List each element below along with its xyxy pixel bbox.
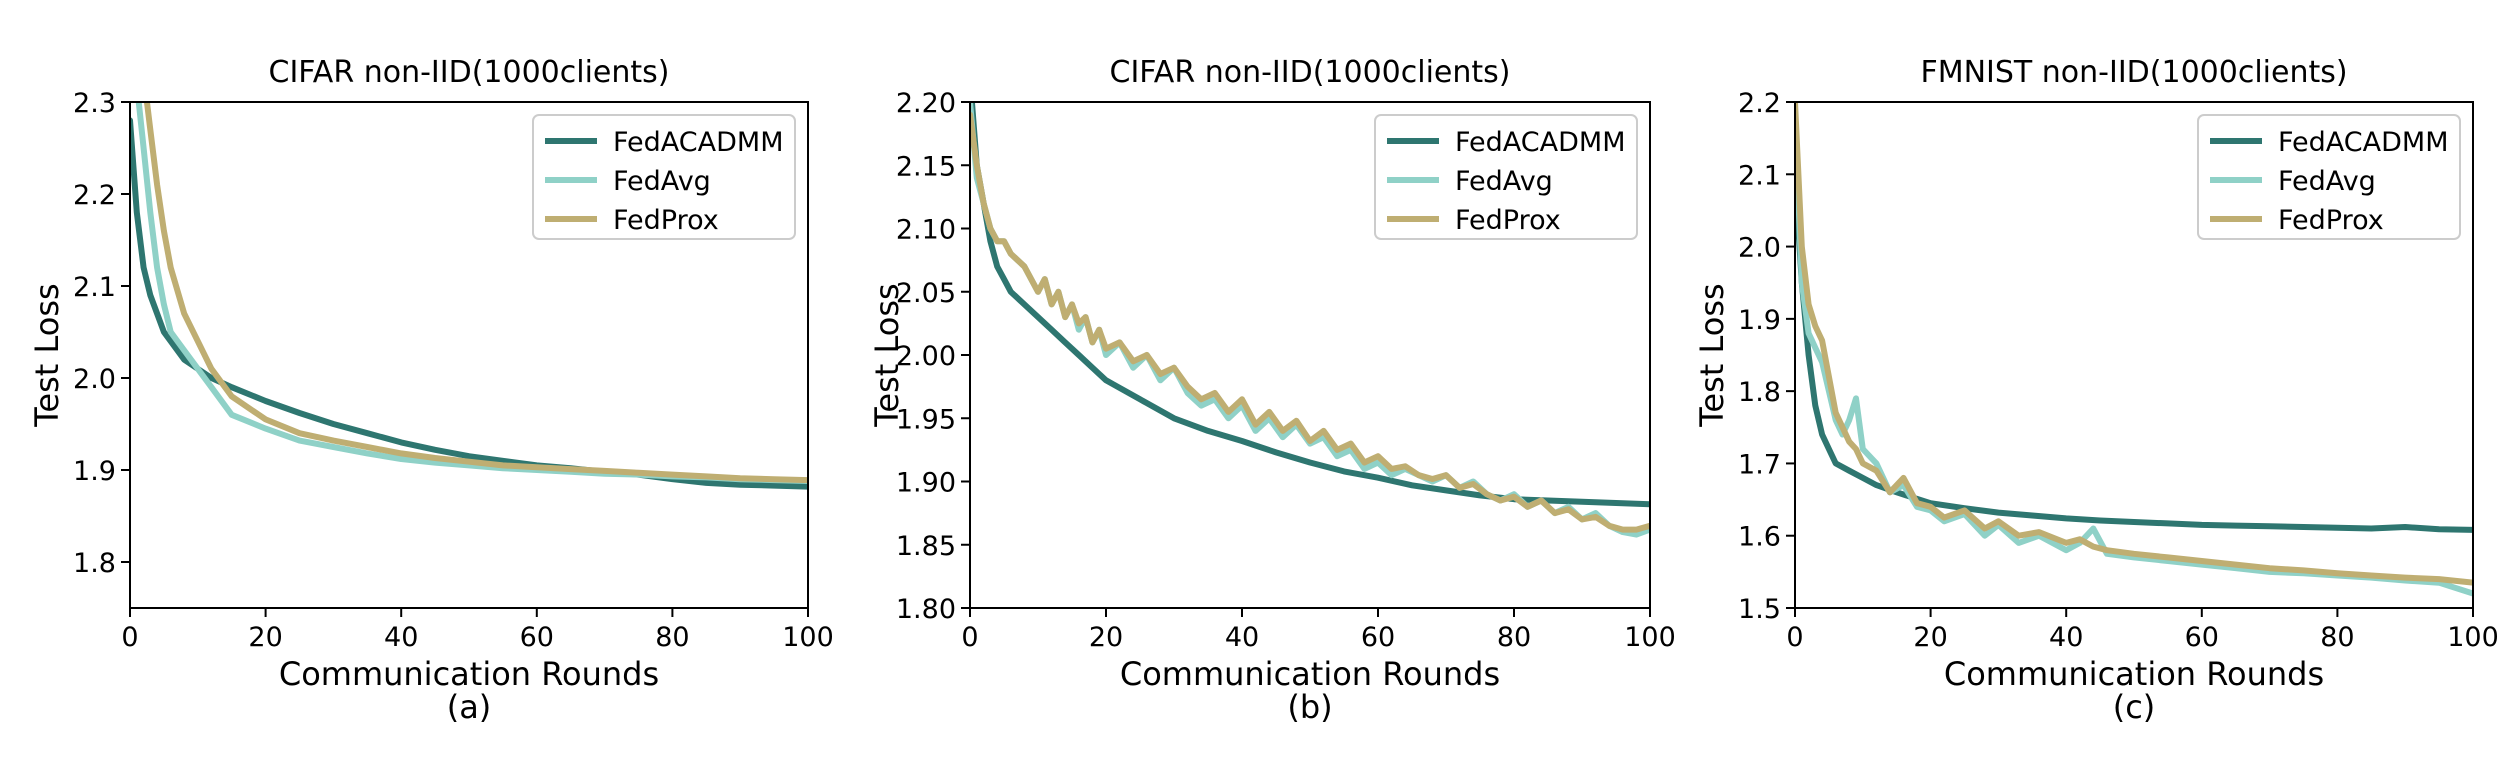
chart-panel-3: FMNIST non-IID(1000clients) 0 20 40 60 80 100 1… (1693, 55, 2499, 726)
x-tick-label: 0 (1786, 622, 1803, 653)
y-tick-label: 1.8 (1738, 377, 1781, 408)
panel-caption: (b) (1287, 688, 1332, 726)
chart-panel-2: CIFAR non-IID(1000clients) 0 20 40 60 80 100 1.… (868, 55, 1676, 726)
x-axis-label: Communication Rounds (1120, 655, 1500, 693)
y-tick-label: 1.5 (1738, 594, 1781, 625)
y-axis-label: Test Loss (868, 283, 906, 427)
x-tick-label: 80 (655, 622, 689, 653)
x-tick-label: 60 (520, 622, 554, 653)
legend-box (2197, 114, 2461, 240)
x-tick-label: 20 (1913, 622, 1947, 653)
y-tick-label: 1.7 (1738, 449, 1781, 480)
panel-caption: (a) (447, 688, 492, 726)
legend-box (532, 114, 796, 240)
legend: FedACADMM FedAvg FedProx (1374, 114, 1638, 240)
legend-label-fedacadmm: FedACADMM (2278, 127, 2449, 158)
y-tick-label: 2.1 (1738, 160, 1781, 191)
y-tick-label: 1.6 (1738, 522, 1781, 553)
legend-label-fedprox: FedProx (2278, 205, 2384, 236)
x-axis-label: Communication Rounds (1944, 655, 2324, 693)
plot-frame (1794, 101, 2474, 609)
y-tick-label: 1.90 (896, 468, 956, 499)
y-tick-label: 1.80 (896, 594, 956, 625)
x-axis-label: Communication Rounds (279, 655, 659, 693)
x-tick-label: 80 (1497, 622, 1531, 653)
y-tick-label: 2.2 (73, 180, 116, 211)
y-tick-label: 2.15 (896, 151, 956, 182)
y-axis-label: Test Loss (28, 283, 66, 427)
x-tick-label: 20 (248, 622, 282, 653)
y-tick-label: 2.10 (896, 215, 956, 246)
x-tick-label: 80 (2320, 622, 2354, 653)
y-tick-label: 1.95 (896, 404, 956, 435)
x-tick-label: 100 (2447, 622, 2499, 653)
chart-panel-1: CIFAR non-IID(1000clients) 0 20 40 60 80 100 1.… (28, 55, 834, 726)
y-tick-label: 2.20 (896, 88, 956, 119)
y-tick-label: 1.85 (896, 531, 956, 562)
series-line-fedacadmm (1795, 171, 2473, 533)
x-tick-label: 100 (1624, 622, 1676, 653)
y-tick-label: 2.2 (1738, 88, 1781, 119)
y-tick-label: 2.1 (73, 272, 116, 303)
chart-title: CIFAR non-IID(1000clients) (269, 55, 670, 90)
x-tick-label: 0 (961, 622, 978, 653)
legend-label-fedavg: FedAvg (613, 166, 711, 197)
legend-label-fedacadmm: FedACADMM (1455, 127, 1626, 158)
y-tick-label: 2.0 (1738, 233, 1781, 264)
legend-label-fedprox: FedProx (613, 205, 719, 236)
series-line-fedprox (143, 102, 808, 484)
y-tick-label: 2.05 (896, 278, 956, 309)
legend-label-fedacadmm: FedACADMM (613, 127, 784, 158)
y-tick-label: 1.8 (73, 548, 116, 579)
x-tick-label: 40 (384, 622, 418, 653)
chart-title: FMNIST non-IID(1000clients) (1920, 55, 2347, 90)
y-tick-label: 1.9 (73, 456, 116, 487)
x-tick-label: 40 (2049, 622, 2083, 653)
legend-label-fedprox: FedProx (1455, 205, 1561, 236)
legend-box (1374, 114, 1638, 240)
x-tick-label: 20 (1089, 622, 1123, 653)
series-line-fedavg (1795, 113, 2473, 597)
panel-caption: (c) (2113, 688, 2156, 726)
legend: FedACADMM FedAvg FedProx (2197, 114, 2461, 240)
x-tick-label: 40 (1225, 622, 1259, 653)
legend-label-fedavg: FedAvg (2278, 166, 2376, 197)
x-tick-label: 60 (2185, 622, 2219, 653)
plot-frame (129, 101, 809, 609)
x-tick-label: 100 (782, 622, 834, 653)
x-tick-label: 0 (121, 622, 138, 653)
chart-title: CIFAR non-IID(1000clients) (1110, 55, 1511, 90)
y-axis-label: Test Loss (1693, 283, 1731, 427)
y-tick-label: 1.9 (1738, 305, 1781, 336)
y-tick-label: 2.0 (73, 364, 116, 395)
legend-label-fedavg: FedAvg (1455, 166, 1553, 197)
x-tick-label: 60 (1361, 622, 1395, 653)
series-line-fedprox (970, 111, 1650, 533)
y-tick-label: 2.3 (73, 88, 116, 119)
y-tick-label: 2.00 (896, 341, 956, 372)
series-line-fedprox (1795, 102, 2473, 586)
legend: FedACADMM FedAvg FedProx (532, 114, 796, 240)
